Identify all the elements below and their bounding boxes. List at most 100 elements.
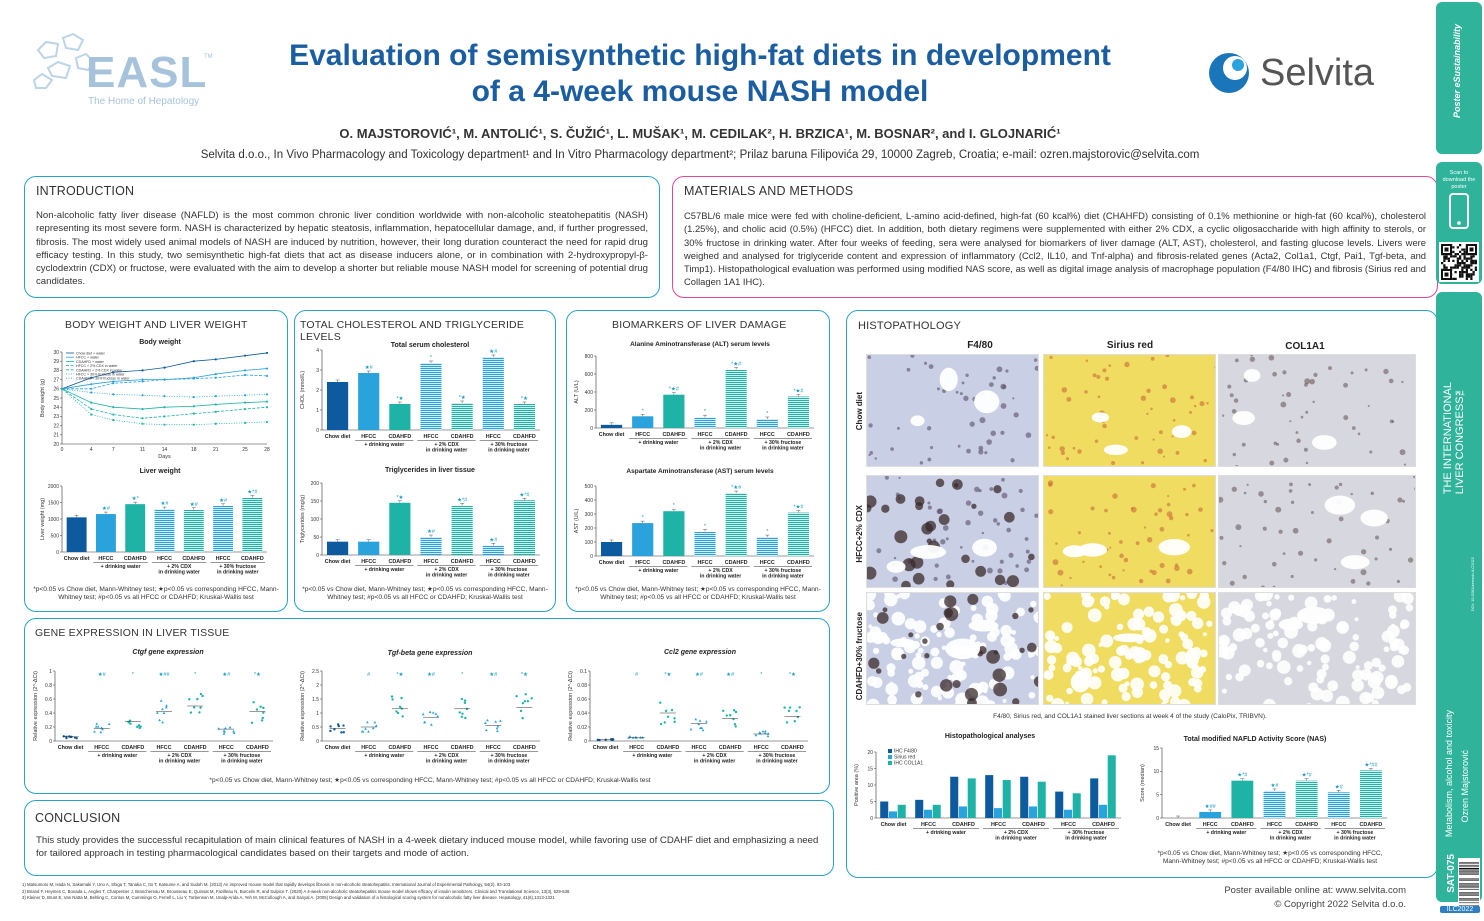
ctgf-point (161, 707, 164, 711)
ctgf-xtick-label: HFCC (157, 745, 172, 751)
tg-xtick-label: Chow diet (325, 559, 351, 565)
tgfb-point (434, 712, 438, 715)
congress-name: THE INTERNATIONAL LIVER CONGRESS™ (1442, 382, 1466, 495)
lw-ytick-label: 1000 (48, 517, 59, 523)
alt-bar (694, 417, 716, 428)
tg-ytick-label: 0 (316, 553, 319, 559)
ctgf-point (196, 697, 199, 701)
histo-heading: HISTOPATHOLOGY (858, 320, 962, 332)
references: 1) Matsumoto M, Hada N, Sakamaki Y, Uno … (22, 882, 570, 900)
tgfb-point (374, 724, 378, 727)
chol-ylabel: CHOL (mmol/L) (300, 371, 306, 409)
histo-col-col1a1: COL1A1 (1285, 341, 1325, 352)
note-nas: *p<0.05 vs Chow diet, Mann-Whitney test;… (1157, 850, 1383, 865)
tgfb-group-label: + 2% CDX (434, 753, 459, 759)
ctgf-sig-label: * (132, 672, 135, 678)
ccl2-ytick-label: 0 (584, 739, 587, 745)
chol-sig-label: *★ (459, 394, 466, 401)
bw-point (214, 410, 217, 413)
chol-heading: TOTAL CHOLESTEROL AND TRIGLYCERIDE LEVEL… (300, 319, 525, 343)
tgfb-sig-label: * (461, 672, 464, 678)
chart-title-alt: Alanine Aminotransferase (ALT) serum lev… (630, 341, 770, 348)
gene-panel: GENE EXPRESSION IN LIVER TISSUE (24, 618, 830, 794)
bw-point (214, 372, 217, 376)
bw-point (90, 383, 93, 386)
tgfb-group-label: in drinking water (488, 759, 530, 765)
bw-point (163, 406, 166, 409)
ccl2-point (598, 738, 601, 742)
nas-group-label: in drinking water (1334, 836, 1376, 842)
tg-xtick-label: CDAHFD (388, 559, 411, 565)
bw-ytick-label: 20 (53, 442, 59, 448)
ast-xtick-label: Chow diet (599, 560, 625, 566)
histology-image (866, 354, 1039, 467)
ast-group-label: + 2% CDX (708, 568, 733, 574)
ccl2-point (761, 729, 765, 733)
ctgf-group-label: + 2% CDX (167, 753, 192, 759)
lw-xtick-label: Chow diet (64, 556, 90, 562)
bw-point (90, 401, 93, 404)
sidebar-download-block[interactable]: Scan to download the poster (1436, 162, 1482, 284)
tg-bar (513, 500, 536, 555)
ctgf-point (93, 730, 96, 733)
tgfb-xtick-label: HFCC (424, 745, 439, 751)
ast-ytick-label: 400 (585, 498, 594, 504)
ctgf-group-label: in drinking water (159, 759, 201, 765)
ctgf-ytick-label: 1 (49, 669, 52, 675)
chol-xtick-label: HFCC (361, 434, 376, 440)
lw-sig-label: ★# (161, 500, 170, 507)
ha-group-label: + 30% fructose (1068, 830, 1105, 836)
selvita-mark-icon (1209, 53, 1249, 93)
ast-group-label: in drinking water (762, 574, 804, 580)
ccl2-point (763, 731, 767, 735)
ccl2-group-label: + drinking water (632, 753, 672, 759)
ctgf-sig-label: ★## (158, 671, 170, 678)
tgfb-point (336, 723, 340, 726)
tgfb-point (521, 701, 525, 705)
methods-text: C57BL/6 male mice were fed with choline-… (684, 210, 1426, 288)
qr-code-icon[interactable] (1439, 242, 1479, 282)
chol-ytick-label: 2 (316, 388, 319, 394)
ast-ytick-label: 200 (585, 526, 594, 532)
lw-ytick-label: 0 (56, 550, 59, 556)
alt-xtick-label: Chow diet (599, 432, 625, 438)
ha-bar (1063, 809, 1072, 818)
ccl2-point (634, 735, 638, 739)
ccl2-point (728, 714, 732, 717)
alt-xtick-label: HFCC (698, 432, 713, 438)
tgfb-point (496, 724, 500, 728)
bw-point (112, 418, 115, 422)
ccl2-point (732, 717, 735, 721)
ccl2-point (734, 710, 738, 714)
doi-text: DOI: 10.5281/zenodo.ILC2022 (1470, 557, 1475, 612)
ctgf-ytick-label: 0.6 (45, 697, 52, 703)
chart-title-ctgf: Ctgf gene expression (132, 649, 204, 656)
tgfb-point (391, 698, 394, 701)
poster-title: Evaluation of semisynthetic high-fat die… (289, 39, 1111, 108)
ctgf-group-label: + 30% fructose (223, 753, 260, 759)
ctgf-point (165, 704, 168, 707)
lw-ytick-label: 500 (51, 533, 60, 539)
histology-image (1043, 354, 1216, 467)
tgfb-point (396, 711, 400, 715)
ctgf-point (159, 699, 163, 702)
tg-sig-label: ★# (489, 536, 498, 543)
easl-tagline: The Home of Hepatology (88, 96, 200, 107)
ctgf-point (95, 722, 99, 725)
tg-xtick-label: CDAHFD (451, 559, 474, 565)
ccl2-point (673, 717, 676, 720)
bw-point (192, 377, 195, 380)
lw-group-label: in drinking water (217, 570, 259, 576)
nas-sig-label: ★# (1335, 783, 1344, 790)
ccl2-xtick-label: CDAHFD (719, 745, 742, 751)
bio-panel: BIOMARKERS OF LIVER DAMAGE (566, 310, 830, 612)
ccl2-point (787, 709, 791, 713)
nas-xtick-label: HFCC (1267, 822, 1282, 828)
bw-point (243, 369, 247, 372)
tgfb-sig-label: ★# (427, 671, 436, 678)
chol-sig-label: ★# (489, 348, 498, 355)
tgfb-point (401, 715, 404, 718)
alt-xtick-label: HFCC (635, 432, 650, 438)
ctgf-point (158, 718, 161, 722)
tg-bar (482, 545, 504, 555)
